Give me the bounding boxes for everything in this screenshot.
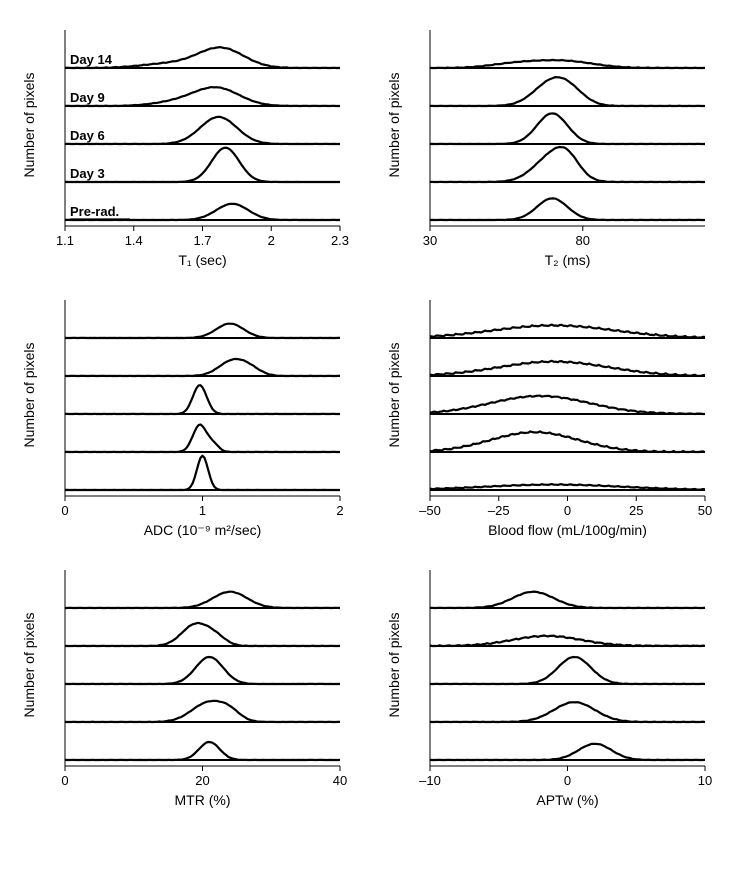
panel-svg: –50 –25 0 25 50 Blood flow (mL/100g/min) Numbe… [385,290,715,540]
trace-line [430,361,705,376]
trace-line [65,742,340,760]
x-axis-label: ADC (10⁻⁹ m²/sec) [144,522,262,538]
trace-line [430,396,705,414]
trace-line [430,77,705,106]
trace-line [430,484,705,490]
panel-t2: 30 80 T₂ (ms) Number of pixels [385,20,720,270]
x-tick-label: 0 [564,773,571,788]
chart-grid: Day 14 Day 9 Day 6 Day 3 Pre-rad. 1.1 1.4 1.7 2 2… [20,20,720,810]
x-tick-label: 50 [698,503,712,518]
trace-line [430,147,705,182]
trace-line [65,456,340,490]
trace-line [65,87,340,106]
trace-line [430,60,705,68]
panel-adc: 0 1 2 ADC (10⁻⁹ m²/sec) Number of pixels [20,290,355,540]
trace-label: Day 9 [70,90,105,105]
y-axis-label: Number of pixels [21,72,37,177]
trace-line [430,198,705,220]
x-axis-label: APTw (%) [536,792,598,808]
trace-line [65,623,340,646]
x-tick-label: 1.4 [125,233,143,248]
x-tick-label: 2 [336,503,343,518]
x-tick-label: –50 [419,503,441,518]
trace-line [65,385,340,414]
x-tick-label: 0 [61,503,68,518]
panel-bloodflow: –50 –25 0 25 50 Blood flow (mL/100g/min) Numbe… [385,290,720,540]
x-tick-label: –25 [488,503,510,518]
trace-line [65,359,340,376]
x-axis-label: Blood flow (mL/100g/min) [488,522,647,538]
x-tick-label: 1.7 [193,233,211,248]
trace-line [430,114,705,145]
panel-svg: Day 14 Day 9 Day 6 Day 3 Pre-rad. 1.1 1.4 1.7 2 2… [20,20,350,270]
trace-line [65,148,340,182]
x-tick-label: 2.3 [331,233,349,248]
panel-svg: –10 0 10 APTw (%) Number of pixels [385,560,715,810]
trace-line [430,657,705,684]
trace-line [430,744,705,760]
x-tick-label: 0 [564,503,571,518]
panel-svg: 0 20 40 MTR (%) Number of pixels [20,560,350,810]
x-axis-label: T₂ (ms) [545,252,591,268]
trace-label: Day 3 [70,166,105,181]
x-tick-label: 30 [423,233,437,248]
x-tick-label: 40 [333,773,347,788]
x-tick-label: 25 [629,503,643,518]
trace-line [65,425,340,453]
x-axis-label: MTR (%) [175,792,231,808]
trace-line [65,701,340,722]
x-tick-label: 0 [61,773,68,788]
panel-aptw: –10 0 10 APTw (%) Number of pixels [385,560,720,810]
trace-line [430,431,705,452]
x-tick-label: 10 [698,773,712,788]
trace-line [65,592,340,608]
panel-svg: 30 80 T₂ (ms) Number of pixels [385,20,715,270]
x-axis-label: T₁ (sec) [178,252,226,268]
trace-line [65,657,340,684]
x-tick-label: 1 [199,503,206,518]
trace-label: Pre-rad. [70,204,119,219]
trace-line [65,324,340,338]
trace-line [430,702,705,722]
x-tick-label: 1.1 [56,233,74,248]
trace-line [430,325,705,338]
panel-svg: 0 1 2 ADC (10⁻⁹ m²/sec) Number of pixels [20,290,350,540]
trace-label: Day 14 [70,52,113,67]
trace-line [65,117,340,144]
trace-line [430,636,705,647]
trace-label: Day 6 [70,128,105,143]
panel-t1: Day 14 Day 9 Day 6 Day 3 Pre-rad. 1.1 1.4 1.7 2 2… [20,20,355,270]
y-axis-label: Number of pixels [386,612,402,717]
x-tick-label: 80 [576,233,590,248]
y-axis-label: Number of pixels [21,342,37,447]
y-axis-label: Number of pixels [386,342,402,447]
panel-mtr: 0 20 40 MTR (%) Number of pixels [20,560,355,810]
y-axis-label: Number of pixels [21,612,37,717]
x-tick-label: 2 [268,233,275,248]
x-tick-label: –10 [419,773,441,788]
x-tick-label: 20 [195,773,209,788]
y-axis-label: Number of pixels [386,72,402,177]
trace-line [430,592,705,608]
